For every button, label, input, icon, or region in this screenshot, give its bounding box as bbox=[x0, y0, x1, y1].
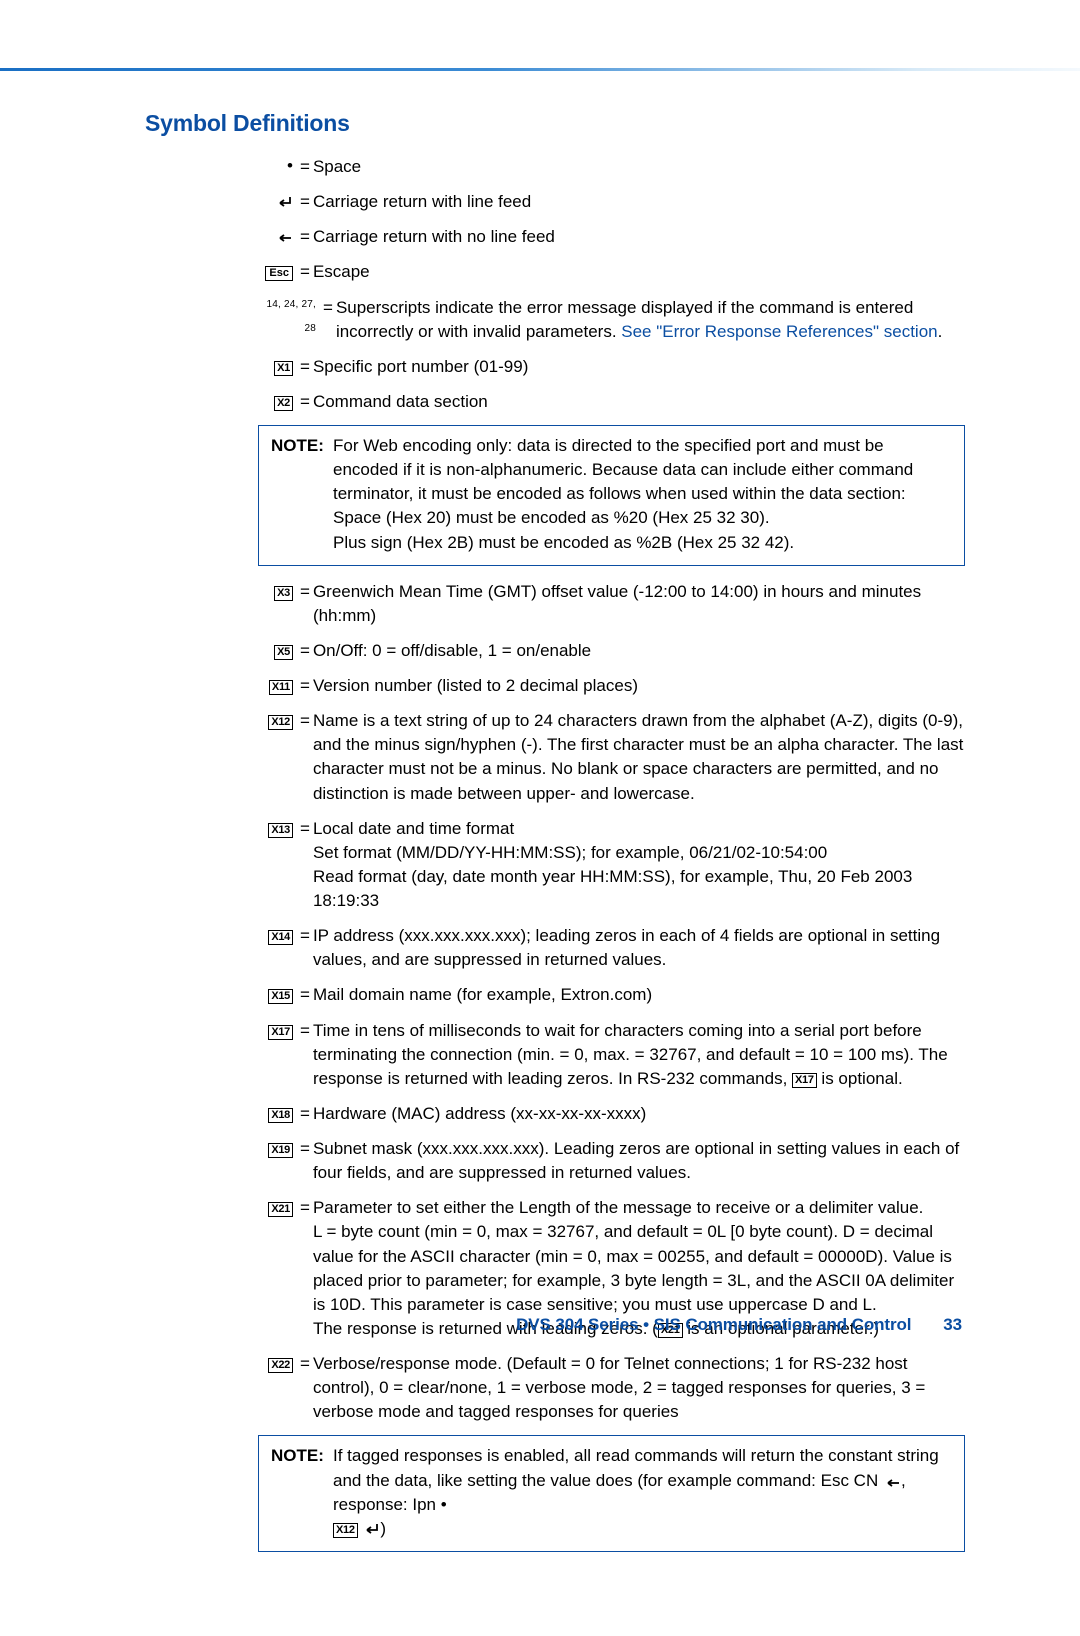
error-response-link[interactable]: See "Error Response References" section bbox=[621, 322, 937, 341]
note-box-2: NOTE: If tagged responses is enabled, al… bbox=[258, 1435, 965, 1552]
return-linefeed-icon bbox=[275, 195, 293, 209]
note-body-1: For Web encoding only: data is directed … bbox=[333, 434, 952, 555]
x13-line3: Read format (day, date month year HH:MM:… bbox=[313, 865, 965, 913]
def-x12: X12 = Name is a text string of up to 24 … bbox=[258, 709, 965, 806]
return-linefeed-icon-inline bbox=[362, 1522, 380, 1536]
def-x13-desc: Local date and time format Set format (M… bbox=[313, 817, 965, 914]
x12-label: X12 bbox=[268, 715, 293, 730]
def-x17-desc: Time in tens of milliseconds to wait for… bbox=[313, 1019, 965, 1091]
x11-label: X11 bbox=[269, 680, 293, 695]
x2-label: X2 bbox=[274, 396, 293, 411]
def-x19: X19 = Subnet mask (xxx.xxx.xxx.xxx). Lea… bbox=[258, 1137, 965, 1185]
x17-label: X17 bbox=[268, 1025, 293, 1040]
def-x1-desc: Specific port number (01-99) bbox=[313, 355, 965, 379]
x1-label: X1 bbox=[274, 361, 293, 376]
def-x22-desc: Verbose/response mode. (Default = 0 for … bbox=[313, 1352, 965, 1424]
x22-label: X22 bbox=[268, 1358, 293, 1373]
x19-label: X19 bbox=[268, 1143, 293, 1158]
note2-x12-label: X12 bbox=[333, 1523, 358, 1538]
sup-desc-tail: . bbox=[938, 322, 943, 341]
def-x17: X17 = Time in tens of milliseconds to wa… bbox=[258, 1019, 965, 1091]
def-x19-desc: Subnet mask (xxx.xxx.xxx.xxx). Leading z… bbox=[313, 1137, 965, 1185]
def-x18: X18 = Hardware (MAC) address (xx-xx-xx-x… bbox=[258, 1102, 965, 1126]
def-x3: X3 = Greenwich Mean Time (GMT) offset va… bbox=[258, 580, 965, 628]
def-superscripts: 14, 24, 27, 28 = Superscripts indicate t… bbox=[258, 296, 965, 344]
def-x2: X2 = Command data section bbox=[258, 390, 965, 414]
return-no-linefeed-icon-inline bbox=[883, 1476, 901, 1488]
def-x2-desc: Command data section bbox=[313, 390, 965, 414]
def-x15: X15 = Mail domain name (for example, Ext… bbox=[258, 983, 965, 1007]
page-footer: DVS 304 Series • SIS Communication and C… bbox=[516, 1315, 962, 1335]
def-x15-desc: Mail domain name (for example, Extron.co… bbox=[313, 983, 965, 1007]
note2-text-a: If tagged responses is enabled, all read… bbox=[333, 1446, 939, 1489]
header-rule bbox=[0, 68, 1080, 71]
def-x11-desc: Version number (listed to 2 decimal plac… bbox=[313, 674, 965, 698]
def-x14-desc: IP address (xxx.xxx.xxx.xxx); leading ze… bbox=[313, 924, 965, 972]
x21-label: X21 bbox=[268, 1202, 293, 1217]
bullet-icon: • bbox=[287, 156, 293, 175]
x13-line1: Local date and time format bbox=[313, 817, 965, 841]
def-crlf: = Carriage return with line feed bbox=[258, 190, 965, 214]
x17-inline-label: X17 bbox=[792, 1073, 817, 1088]
def-space: • = Space bbox=[258, 155, 965, 179]
definitions-list: • = Space = Carriage return with line fe… bbox=[258, 155, 965, 1552]
note-body-2: If tagged responses is enabled, all read… bbox=[333, 1444, 952, 1541]
footer-title: DVS 304 Series • SIS Communication and C… bbox=[516, 1315, 911, 1334]
x15-label: X15 bbox=[268, 989, 293, 1004]
def-crnlf-desc: Carriage return with no line feed bbox=[313, 225, 965, 249]
superscript-label: 14, 24, 27, 28 bbox=[267, 299, 316, 334]
note-box-1: NOTE: For Web encoding only: data is dir… bbox=[258, 425, 965, 566]
x17-text-b: is optional. bbox=[817, 1069, 903, 1088]
note2-text-c: ) bbox=[380, 1519, 386, 1538]
esc-key-icon: Esc bbox=[265, 266, 293, 281]
def-crlf-desc: Carriage return with line feed bbox=[313, 190, 965, 214]
return-no-linefeed-icon bbox=[275, 230, 293, 244]
def-crnlf: = Carriage return with no line feed bbox=[258, 225, 965, 249]
x14-label: X14 bbox=[268, 930, 293, 945]
def-x18-desc: Hardware (MAC) address (xx-xx-xx-xx-xxxx… bbox=[313, 1102, 965, 1126]
note-label-2: NOTE: bbox=[271, 1444, 333, 1541]
def-x1: X1 = Specific port number (01-99) bbox=[258, 355, 965, 379]
section-heading: Symbol Definitions bbox=[145, 110, 965, 137]
def-space-desc: Space bbox=[313, 155, 965, 179]
def-x5-desc: On/Off: 0 = off/disable, 1 = on/enable bbox=[313, 639, 965, 663]
x3-label: X3 bbox=[274, 586, 293, 601]
def-x3-desc: Greenwich Mean Time (GMT) offset value (… bbox=[313, 580, 965, 628]
x13-label: X13 bbox=[268, 823, 293, 838]
x13-line2: Set format (MM/DD/YY-HH:MM:SS); for exam… bbox=[313, 841, 965, 865]
x18-label: X18 bbox=[268, 1108, 293, 1123]
def-x22: X22 = Verbose/response mode. (Default = … bbox=[258, 1352, 965, 1424]
def-x14: X14 = IP address (xxx.xxx.xxx.xxx); lead… bbox=[258, 924, 965, 972]
def-superscripts-desc: Superscripts indicate the error message … bbox=[336, 296, 965, 344]
def-esc: Esc = Escape bbox=[258, 260, 965, 284]
def-x5: X5 = On/Off: 0 = off/disable, 1 = on/ena… bbox=[258, 639, 965, 663]
def-esc-desc: Escape bbox=[313, 260, 965, 284]
x5-label: X5 bbox=[274, 645, 293, 660]
page-number: 33 bbox=[916, 1315, 962, 1335]
def-x13: X13 = Local date and time format Set for… bbox=[258, 817, 965, 914]
def-x11: X11 = Version number (listed to 2 decima… bbox=[258, 674, 965, 698]
def-x12-desc: Name is a text string of up to 24 charac… bbox=[313, 709, 965, 806]
note-label: NOTE: bbox=[271, 434, 333, 555]
